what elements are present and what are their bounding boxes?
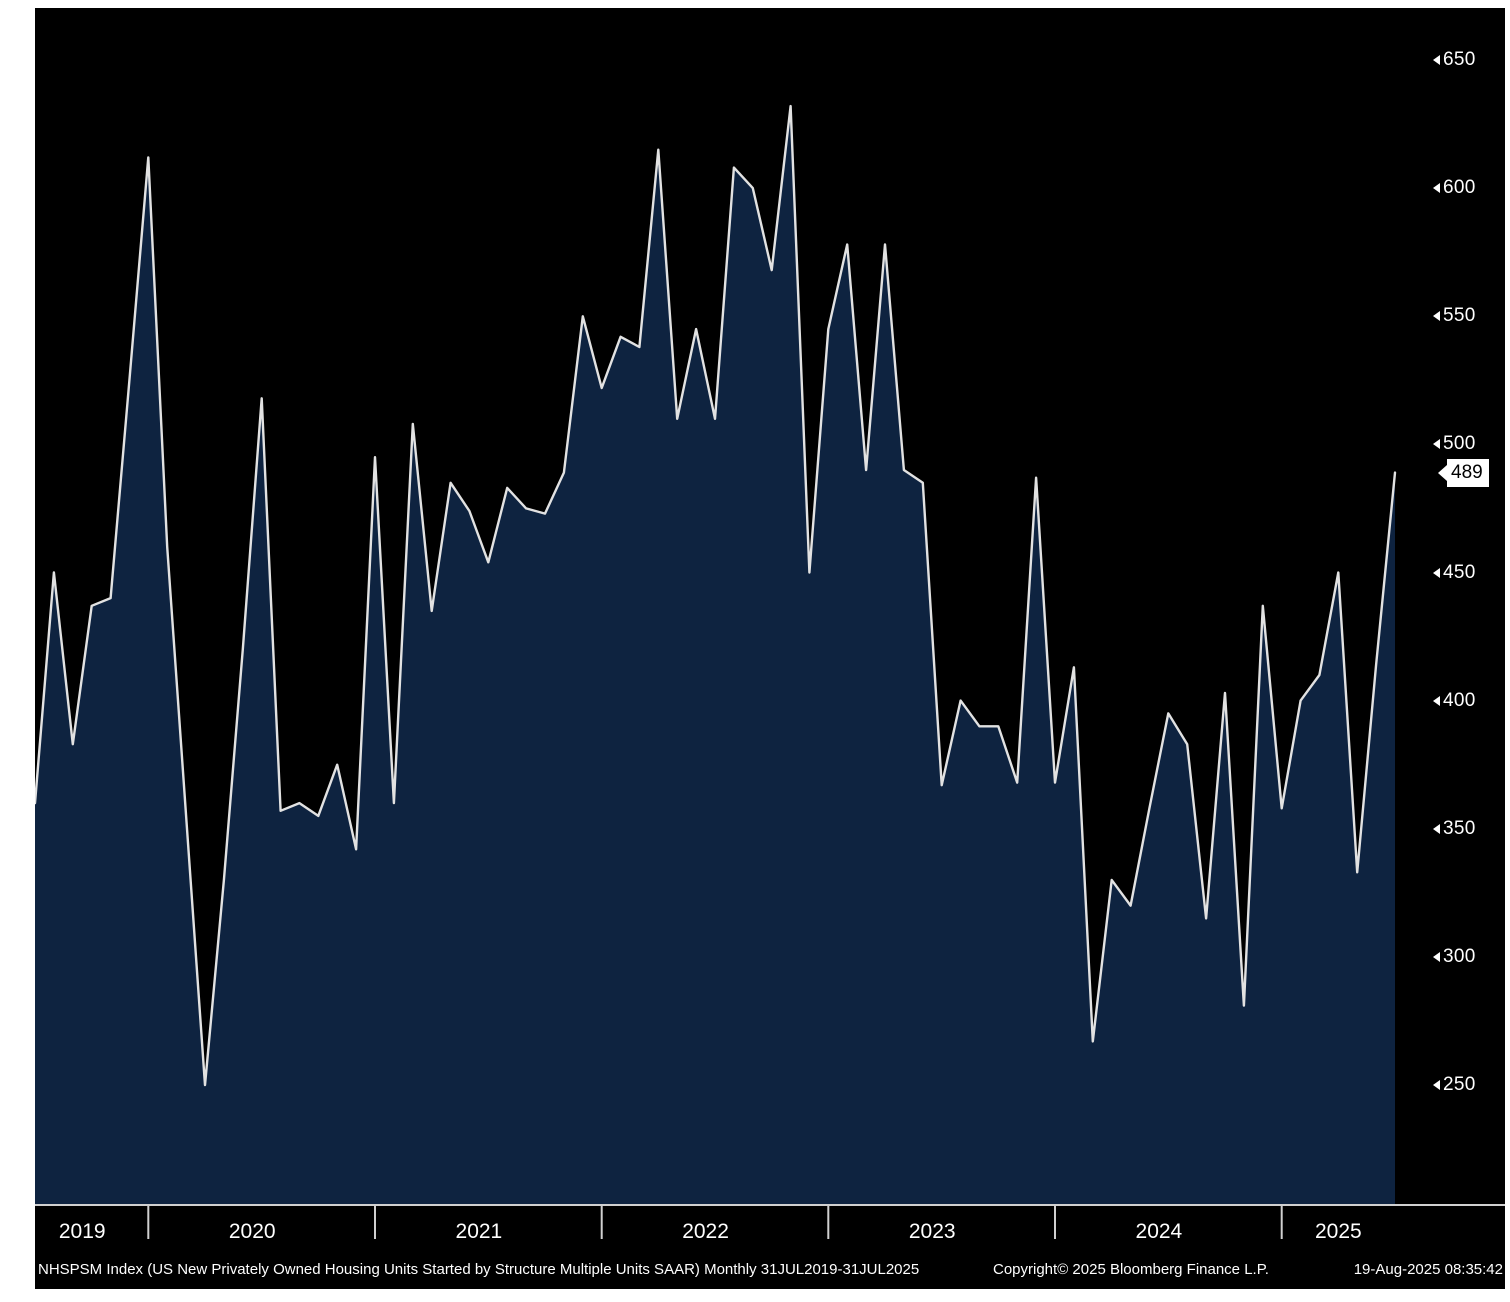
tick-value: 250 [1443,1074,1476,1095]
last-value-badge: 489 [1438,458,1489,487]
y-axis-tick-label: 400 [1433,689,1476,713]
tick-mark-icon [1433,1080,1440,1090]
x-axis-year-label: 2025 [1314,1220,1362,1243]
y-axis-tick-label: 450 [1433,561,1476,585]
tick-value: 350 [1443,817,1476,839]
tick-value: 400 [1443,689,1476,711]
tick-mark-icon [1433,951,1440,962]
y-axis-tick-label: 250 [1433,1073,1476,1097]
x-axis-year-label: 2020 [228,1220,276,1243]
x-axis-year-label: 2023 [908,1220,956,1243]
y-axis-tick-label: 650 [1433,48,1476,72]
x-axis: 2019 2020 2021 2022 2023 2024 2025 [35,1220,1505,1250]
area-fill [35,106,1395,1206]
y-axis-tick-label: 600 [1433,176,1476,200]
x-axis-year-label: 2019 [58,1220,106,1243]
price-line [35,104,1397,1087]
y-axis-tick-label: 550 [1433,304,1476,328]
tick-value: 650 [1443,49,1476,70]
tick-value: 450 [1443,561,1476,583]
timestamp: 19-Aug-2025 08:35:42 [1353,1261,1503,1278]
x-axis-year-label: 2024 [1135,1220,1183,1243]
tick-value: 300 [1443,945,1476,967]
footer-bar: NHSPSM Index (US New Privately Owned Hou… [35,1258,1505,1284]
y-axis-tick-label: 300 [1433,945,1476,969]
tick-mark-icon [1433,439,1440,450]
area-chart-canvas[interactable] [35,8,1505,1289]
chart-description: NHSPSM Index (US New Privately Owned Hou… [38,1261,920,1278]
tick-mark-icon [1433,311,1440,322]
tick-mark-icon [1433,55,1440,65]
tick-value: 550 [1443,305,1476,327]
x-axis-year-label: 2022 [682,1220,729,1243]
x-axis-year-label: 2021 [455,1220,503,1243]
tick-mark-icon [1433,823,1440,834]
copyright-text: Copyright© 2025 Bloomberg Finance L.P. [993,1261,1269,1278]
y-axis-tick-label: 350 [1433,817,1476,841]
tick-mark-icon [1433,695,1440,706]
y-axis-tick-label: 500 [1433,432,1476,456]
tick-mark-icon [1433,567,1440,578]
tick-value: 600 [1443,177,1476,199]
chart-window: 650 600 550 500 450 400 350 300 250 489 2019 2020… [35,8,1505,1289]
tick-mark-icon [1433,183,1440,194]
plot-area[interactable] [35,8,1505,1289]
tick-value: 500 [1443,433,1476,455]
